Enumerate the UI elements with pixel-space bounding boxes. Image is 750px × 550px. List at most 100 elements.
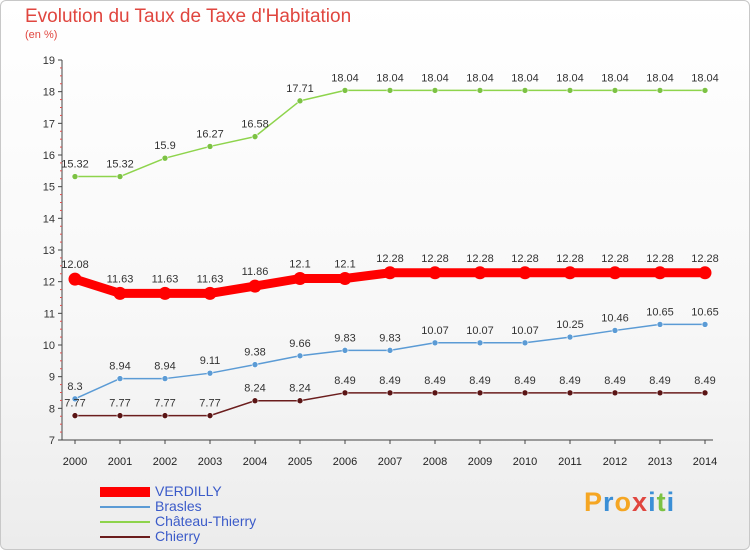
data-point (293, 272, 307, 285)
chart-axes: 7 8 9 10 11 12 13 14 15 16 17 18 19 2000 2001 2002 2003 2… (43, 55, 717, 468)
data-point (296, 97, 304, 105)
data-point (521, 339, 529, 347)
y-tick-label: 16 (43, 150, 55, 162)
x-tick-label: 2007 (378, 456, 402, 468)
data-label: 11.63 (152, 273, 179, 285)
data-point (521, 389, 529, 397)
data-label: 16.58 (241, 119, 269, 131)
legend-swatch (100, 487, 150, 497)
data-point (113, 286, 127, 300)
data-point (611, 327, 619, 334)
data-label: 12.28 (466, 253, 494, 265)
data-point (251, 133, 259, 140)
data-point (431, 339, 439, 347)
data-point (701, 321, 709, 328)
logo-letter: i (666, 487, 676, 517)
data-label: 9.83 (334, 332, 355, 344)
logo-letter: o (614, 487, 633, 517)
data-label: 16.27 (196, 128, 224, 140)
data-point (518, 266, 532, 280)
x-tick-label: 2012 (603, 456, 627, 468)
data-point (611, 389, 619, 397)
y-tick-label: 13 (43, 245, 55, 257)
legend-label: Chierry (155, 528, 201, 544)
data-point (521, 87, 529, 94)
data-point (566, 87, 574, 94)
data-point (383, 266, 397, 280)
x-tick-label: 2009 (468, 456, 492, 468)
data-point (656, 87, 664, 94)
data-point (698, 266, 712, 280)
chart-unit-label: (en %) (25, 29, 58, 41)
data-point (161, 154, 169, 162)
data-point (386, 87, 394, 94)
data-label: 18.04 (691, 72, 719, 84)
data-point (251, 397, 259, 405)
data-point (701, 389, 709, 397)
y-tick-label: 14 (43, 213, 55, 225)
data-point (203, 286, 217, 300)
data-label: 7.77 (154, 398, 175, 410)
data-label: 17.71 (286, 83, 314, 95)
data-label: 15.9 (154, 140, 175, 152)
data-point (608, 266, 622, 280)
data-label: 8.49 (334, 375, 355, 387)
x-tick-label: 2010 (513, 456, 537, 468)
data-point (116, 173, 124, 180)
data-label: 18.04 (331, 72, 359, 84)
data-label: 9.11 (200, 355, 221, 367)
data-label: 18.04 (376, 72, 404, 84)
x-tick-label: 2004 (243, 456, 267, 468)
legend-label: VERDILLY (155, 483, 222, 499)
proxiti-logo: Proxiti (584, 487, 675, 518)
x-tick-label: 2000 (63, 456, 87, 468)
data-label: 12.28 (421, 253, 449, 265)
data-label: 10.46 (601, 312, 629, 324)
data-point (386, 347, 394, 354)
data-point (116, 375, 124, 382)
x-tick-label: 2002 (153, 456, 177, 468)
data-point (611, 87, 619, 94)
legend-swatch (100, 506, 150, 508)
data-point (476, 339, 484, 347)
y-tick-label: 9 (49, 372, 55, 384)
data-point (341, 347, 349, 354)
data-point (566, 333, 574, 341)
x-tick-label: 2014 (693, 456, 717, 468)
y-tick-label: 8 (49, 403, 55, 415)
data-point (158, 286, 172, 300)
y-tick-label: 19 (43, 55, 55, 67)
data-label-layer: 8.3 8.94 8.94 9.11 9.38 9.66 9.83 9.83 10.07 10.0… (61, 72, 719, 409)
data-label: 11.63 (197, 273, 224, 285)
data-point (338, 272, 352, 285)
y-tick-label: 12 (43, 277, 55, 289)
data-label: 18.04 (601, 72, 629, 84)
data-point (341, 389, 349, 397)
series-layer (68, 87, 712, 419)
x-tick-label: 2003 (198, 456, 222, 468)
legend-label: Château-Thierry (155, 513, 257, 529)
data-label: 10.07 (421, 325, 449, 337)
data-point (161, 375, 169, 382)
x-tick-label: 2001 (108, 456, 132, 468)
data-point (653, 266, 667, 280)
data-label: 11.86 (242, 266, 269, 278)
y-tick-label: 11 (44, 308, 55, 320)
data-label: 8.49 (694, 375, 715, 387)
logo-letter: t (656, 487, 667, 517)
data-point (206, 143, 214, 150)
y-tick-label: 10 (43, 340, 55, 352)
data-label: 8.49 (469, 375, 490, 387)
data-point (248, 279, 262, 293)
data-label: 12.28 (511, 253, 539, 265)
data-label: 10.65 (691, 306, 719, 318)
data-label: 18.04 (646, 72, 674, 84)
legend-swatch (100, 536, 150, 538)
data-point (296, 397, 304, 405)
data-label: 10.25 (556, 319, 584, 331)
data-label: 8.49 (379, 375, 400, 387)
data-label: 12.1 (334, 259, 355, 271)
data-point (251, 361, 259, 368)
data-point (206, 412, 214, 419)
data-label: 8.49 (559, 375, 580, 387)
